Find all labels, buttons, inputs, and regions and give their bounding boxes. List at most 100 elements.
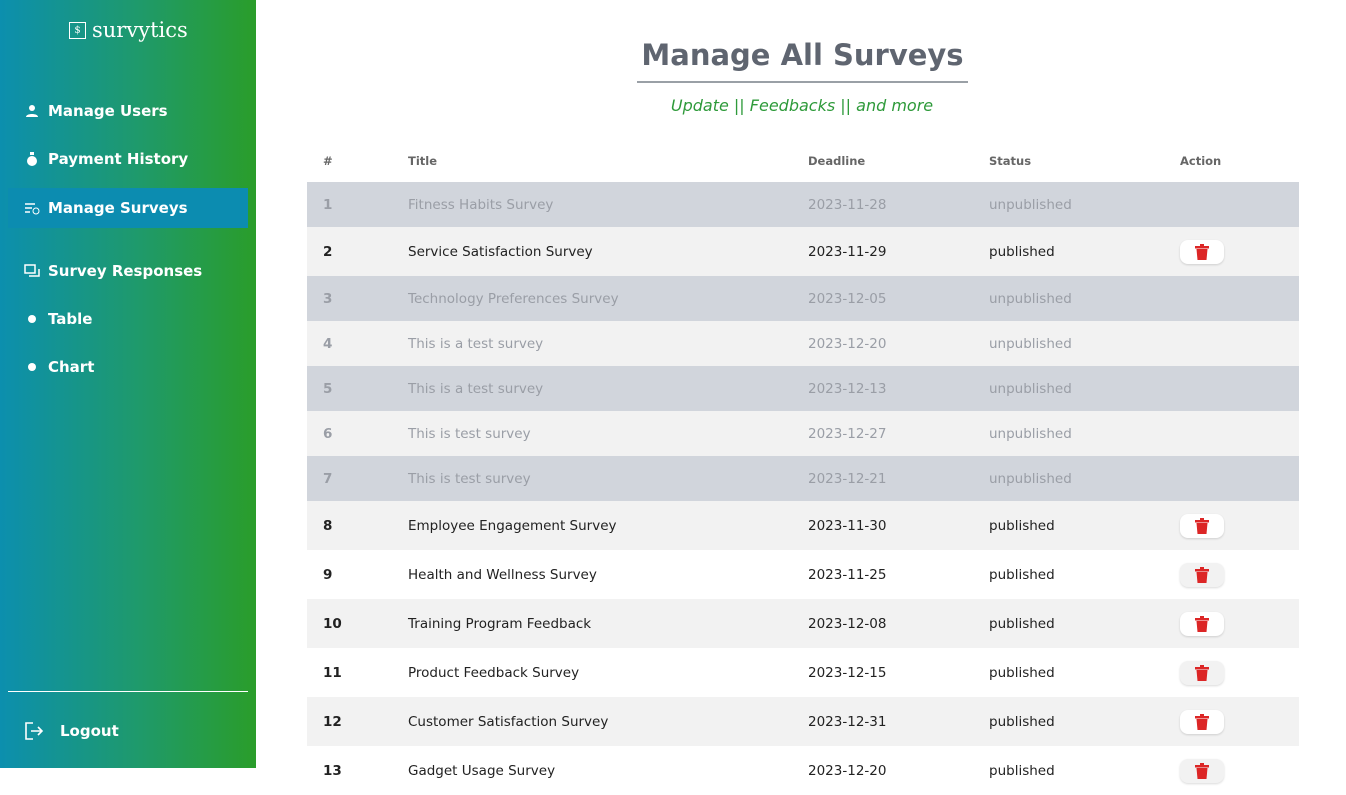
table-cell: unpublished — [989, 290, 1072, 307]
table-cell: 13 — [323, 762, 342, 779]
delete-button[interactable] — [1180, 611, 1224, 636]
table-cell: published — [989, 615, 1055, 632]
table-cell: 6 — [323, 425, 333, 442]
table-row: 6 This is test survey 2023-12-27 unpublishe… — [307, 411, 1299, 456]
table-cell: 2023-12-13 — [808, 380, 887, 397]
table-row: 3 Technology Preferences Survey 2023-12-05… — [307, 276, 1299, 321]
nav-label: Logout — [60, 722, 119, 740]
action-cell — [1179, 501, 1299, 550]
action-cell — [1179, 321, 1299, 366]
table-row: 10 Training Program Feedback 2023-12-08 pub… — [307, 599, 1299, 648]
table-cell: 2023-11-25 — [808, 566, 887, 583]
delete-button[interactable] — [1180, 239, 1224, 264]
table-cell: published — [989, 762, 1055, 779]
column-header: Status — [989, 154, 1032, 168]
table-row: 12 Customer Satisfaction Survey 2023-12-31… — [307, 697, 1299, 746]
bullet — [28, 363, 36, 371]
nav-item[interactable]: Table — [8, 299, 248, 339]
nav-item[interactable]: Payment History — [8, 139, 248, 179]
nav-item[interactable]: Survey Responses — [8, 251, 248, 291]
table-cell: 2023-12-31 — [808, 713, 887, 730]
table-cell: 5 — [323, 380, 333, 397]
table-body: 1 Fitness Habits Survey 2023-11-28 unpublis… — [307, 182, 1299, 795]
table-cell: This is a test survey — [408, 380, 544, 397]
table-cell: Service Satisfaction Survey — [408, 243, 593, 260]
delete-button[interactable] — [1180, 562, 1224, 587]
nav-label: Survey Responses — [48, 262, 203, 280]
table-cell: Employee Engagement Survey — [408, 517, 617, 534]
nav-item[interactable]: Manage Surveys — [8, 188, 248, 228]
table-cell: 2023-12-20 — [808, 335, 887, 352]
trash-icon — [1195, 243, 1209, 260]
trash-icon — [1195, 566, 1209, 583]
table-cell: 2023-12-15 — [808, 664, 887, 681]
icon — [25, 203, 40, 215]
action-cell — [1179, 746, 1299, 795]
table-cell: published — [989, 664, 1055, 681]
table-cell: unpublished — [989, 335, 1072, 352]
table-cell: This is test survey — [408, 470, 531, 487]
page-title: Manage All Surveys — [637, 38, 968, 83]
table-cell: unpublished — [989, 425, 1072, 442]
column-header: Deadline — [808, 154, 866, 168]
action-cell — [1179, 366, 1299, 411]
trash-icon — [1195, 762, 1209, 779]
logo[interactable]: $ survytics — [69, 18, 188, 42]
table-cell: 2023-11-30 — [808, 517, 887, 534]
action-cell — [1179, 276, 1299, 321]
icon — [27, 152, 37, 166]
table-cell: 8 — [323, 517, 333, 534]
table-cell: Technology Preferences Survey — [408, 290, 619, 307]
column-header: Title — [408, 154, 438, 168]
survey-table: # Title Deadline Status Action 1 Fitness … — [307, 140, 1299, 795]
table-cell: Fitness Habits Survey — [408, 196, 554, 213]
logo-icon: $ — [69, 21, 86, 39]
table-row: 1 Fitness Habits Survey 2023-11-28 unpublis… — [307, 182, 1299, 227]
column-header: # — [323, 154, 333, 168]
nav-label: Table — [48, 310, 93, 328]
table-cell: unpublished — [989, 470, 1072, 487]
action-cell — [1179, 411, 1299, 456]
table-cell: published — [989, 517, 1055, 534]
table-cell: Customer Satisfaction Survey — [408, 713, 609, 730]
main: Manage All Surveys Update || Feedbacks |… — [256, 0, 1346, 783]
column-header: Action — [1180, 154, 1222, 168]
subtitle: Update || Feedbacks || and more — [670, 96, 934, 115]
table-cell: 2023-12-21 — [808, 470, 887, 487]
nav-item[interactable]: Chart — [8, 347, 248, 387]
table-row: 9 Health and Wellness Survey 2023-11-25 pub… — [307, 550, 1299, 599]
table-cell: 2023-12-05 — [808, 290, 887, 307]
logout[interactable]: Logout — [8, 711, 248, 751]
delete-button[interactable] — [1180, 660, 1224, 685]
trash-icon — [1195, 664, 1209, 681]
table-cell: Gadget Usage Survey — [408, 762, 556, 779]
table-cell: 11 — [323, 664, 342, 681]
delete-button[interactable] — [1180, 758, 1224, 783]
table-cell: This is a test survey — [408, 335, 544, 352]
table-cell: Training Program Feedback — [408, 615, 592, 632]
delete-button[interactable] — [1180, 513, 1224, 538]
logo-text: survytics — [92, 18, 188, 42]
divider — [8, 691, 248, 692]
table-cell: 7 — [323, 470, 333, 487]
icon — [25, 722, 44, 740]
table-row: 7 This is test survey 2023-12-21 unpublishe… — [307, 456, 1299, 501]
delete-button[interactable] — [1180, 709, 1224, 734]
trash-icon — [1195, 517, 1209, 534]
icon — [26, 105, 38, 117]
action-cell — [1179, 599, 1299, 648]
table-cell: published — [989, 243, 1055, 260]
header-row: # Title Deadline Status Action — [307, 140, 1299, 182]
table-row: 5 This is a test survey 2023-12-13 unpublis… — [307, 366, 1299, 411]
table-cell: 2023-12-20 — [808, 762, 887, 779]
table-row: 4 This is a test survey 2023-12-20 unpublis… — [307, 321, 1299, 366]
table-cell: Health and Wellness Survey — [408, 566, 597, 583]
table-row: 8 Employee Engagement Survey 2023-11-30 pub… — [307, 501, 1299, 550]
table-cell: 2023-11-28 — [808, 196, 887, 213]
nav-label: Manage Surveys — [48, 199, 188, 217]
nav-label: Payment History — [48, 150, 189, 168]
table-cell: This is test survey — [408, 425, 531, 442]
table-row: 11 Product Feedback Survey 2023-12-15 publi… — [307, 648, 1299, 697]
nav-item[interactable]: Manage Users — [8, 91, 248, 131]
